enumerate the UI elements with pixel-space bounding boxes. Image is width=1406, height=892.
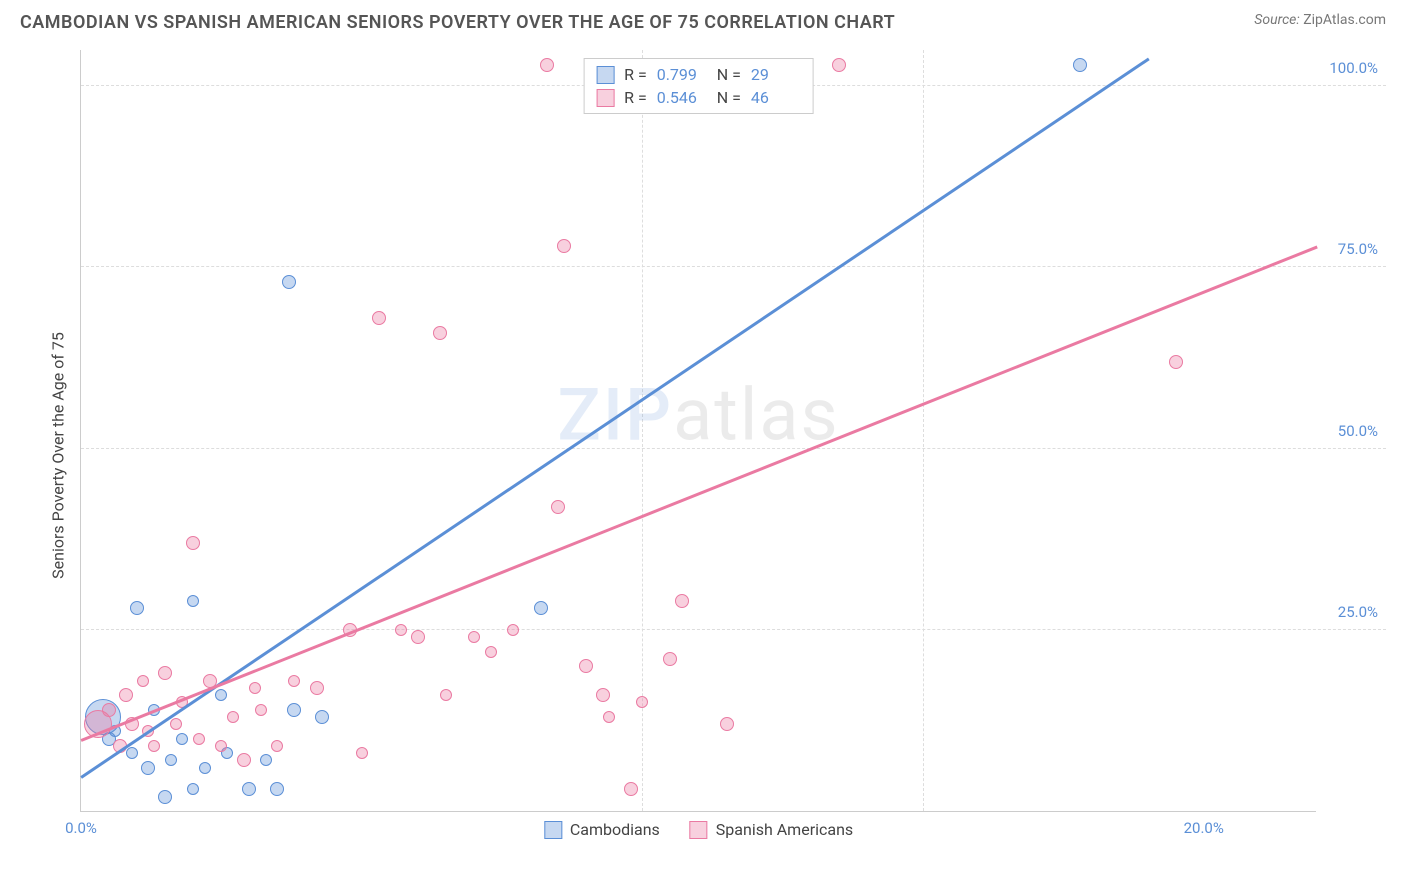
data-point <box>579 659 593 673</box>
data-point <box>315 710 329 724</box>
x-tick-label: 0.0% <box>65 819 97 837</box>
y-tick-label: 100.0% <box>1329 59 1378 77</box>
stat-r-label: R = <box>624 65 647 84</box>
data-point <box>624 782 638 796</box>
data-point <box>237 753 251 767</box>
chart-container: Seniors Poverty Over the Age of 75 ZIPat… <box>50 50 1386 842</box>
data-point <box>148 740 160 752</box>
source-value: ZipAtlas.com <box>1303 12 1386 28</box>
data-point <box>260 754 272 766</box>
stat-n-label: N = <box>717 88 741 107</box>
data-point <box>187 595 199 607</box>
legend-swatch <box>596 89 614 107</box>
y-tick-label: 75.0% <box>1338 240 1378 258</box>
data-point <box>356 747 368 759</box>
data-point <box>288 675 300 687</box>
gridline-horizontal <box>81 266 1386 267</box>
y-tick-label: 50.0% <box>1338 422 1378 440</box>
stat-r-label: R = <box>624 88 647 107</box>
data-point <box>507 624 519 636</box>
data-point <box>395 624 407 636</box>
data-point <box>832 58 846 72</box>
stat-n-value: 46 <box>751 88 801 107</box>
data-point <box>176 733 188 745</box>
data-point <box>126 747 138 759</box>
data-point <box>227 711 239 723</box>
data-point <box>170 718 182 730</box>
data-point <box>215 689 227 701</box>
data-point <box>287 703 301 717</box>
data-point <box>675 594 689 608</box>
legend-swatch <box>544 821 562 839</box>
chart-header: CAMBODIAN VS SPANISH AMERICAN SENIORS PO… <box>0 0 1406 41</box>
legend-stats-box: R = 0.799 N = 29 R = 0.546 N = 46 <box>583 58 814 114</box>
gridline-horizontal <box>81 629 1386 630</box>
data-point <box>485 646 497 658</box>
data-point <box>557 239 571 253</box>
data-point <box>663 652 677 666</box>
data-point <box>271 740 283 752</box>
y-axis-label: Seniors Poverty Over the Age of 75 <box>49 332 68 579</box>
chart-title: CAMBODIAN VS SPANISH AMERICAN SENIORS PO… <box>20 12 895 33</box>
data-point <box>603 711 615 723</box>
data-point <box>534 601 548 615</box>
data-point <box>636 696 648 708</box>
legend-item: Spanish Americans <box>690 820 853 839</box>
data-point <box>165 754 177 766</box>
data-point <box>1169 355 1183 369</box>
data-point <box>282 275 296 289</box>
data-point <box>372 311 386 325</box>
y-tick-label: 25.0% <box>1338 603 1378 621</box>
watermark: ZIPatlas <box>557 373 839 458</box>
data-point <box>440 689 452 701</box>
stat-r-value: 0.546 <box>657 88 707 107</box>
bottom-legend: Cambodians Spanish Americans <box>544 820 853 839</box>
data-point <box>102 703 116 717</box>
data-point <box>411 630 425 644</box>
legend-item: Cambodians <box>544 820 660 839</box>
chart-source: Source: ZipAtlas.com <box>1254 12 1386 28</box>
data-point <box>270 782 284 796</box>
legend-series-name: Cambodians <box>570 820 660 839</box>
data-point <box>255 704 267 716</box>
x-tick-label: 20.0% <box>1184 819 1224 837</box>
legend-swatch <box>690 821 708 839</box>
stat-r-value: 0.799 <box>657 65 707 84</box>
data-point <box>158 790 172 804</box>
data-point <box>433 326 447 340</box>
data-point <box>468 631 480 643</box>
data-point <box>187 783 199 795</box>
gridline-horizontal <box>81 448 1386 449</box>
legend-series-name: Spanish Americans <box>716 820 853 839</box>
data-point <box>193 733 205 745</box>
data-point <box>249 682 261 694</box>
data-point <box>215 740 227 752</box>
gridline-vertical <box>923 50 924 811</box>
data-point <box>596 688 610 702</box>
plot-area: ZIPatlas R =0.799N =29R =0.546N =46 Camb… <box>80 50 1316 812</box>
data-point <box>141 761 155 775</box>
data-point <box>158 666 172 680</box>
data-point <box>119 688 133 702</box>
data-point <box>720 717 734 731</box>
regression-line <box>81 246 1318 742</box>
regression-line <box>80 57 1149 778</box>
data-point <box>310 681 324 695</box>
source-label: Source: <box>1254 12 1299 28</box>
data-point <box>199 762 211 774</box>
legend-stats-row: R = 0.799 N = 29 <box>596 63 801 86</box>
data-point <box>186 536 200 550</box>
data-point <box>540 58 554 72</box>
data-point <box>551 500 565 514</box>
data-point <box>130 601 144 615</box>
data-point <box>137 675 149 687</box>
data-point <box>242 782 256 796</box>
stat-n-label: N = <box>717 65 741 84</box>
data-point <box>1073 58 1087 72</box>
legend-swatch <box>596 66 614 84</box>
stat-n-value: 29 <box>751 65 801 84</box>
legend-stats-row: R = 0.546 N = 46 <box>596 86 801 109</box>
